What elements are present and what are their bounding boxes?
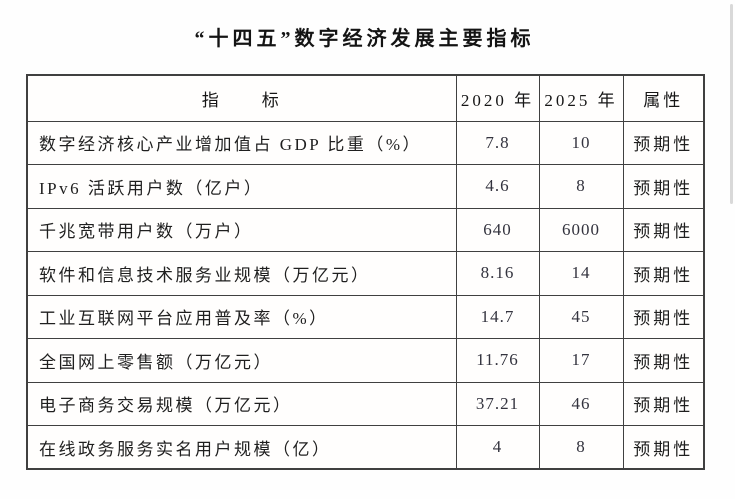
attribute-cell: 预期性: [622, 338, 705, 383]
header-2025: 2025 年: [538, 74, 624, 122]
header-2020: 2020 年: [455, 74, 540, 122]
value-2025-cell: 17: [538, 338, 624, 383]
indicators-table: 指 标 2020 年 2025 年 属性 数字经济核心产业增加值占 GDP 比重…: [26, 74, 705, 470]
value-2020-cell: 14.7: [455, 294, 540, 339]
value-2025-cell: 8: [538, 425, 624, 470]
attribute-cell: 预期性: [622, 207, 705, 252]
value-2020-cell: 37.21: [455, 381, 540, 426]
indicator-cell: 电子商务交易规模（万亿元）: [26, 381, 457, 426]
page-title: “十四五”数字经济发展主要指标: [194, 28, 535, 50]
attribute-cell: 预期性: [622, 164, 705, 209]
indicator-cell: 工业互联网平台应用普及率（%）: [26, 294, 457, 339]
indicator-cell: 千兆宽带用户数（万户）: [26, 207, 457, 252]
value-2020-cell: 640: [455, 207, 540, 252]
value-2020-cell: 11.76: [455, 338, 540, 383]
header-attribute: 属性: [622, 74, 705, 122]
table-row: 全国网上零售额（万亿元） 11.76 17 预期性: [26, 338, 705, 383]
value-2025-cell: 45: [538, 294, 624, 339]
value-2025-cell: 14: [538, 251, 624, 296]
indicator-cell: 软件和信息技术服务业规模（万亿元）: [26, 251, 457, 296]
value-2020-cell: 4: [455, 425, 540, 470]
value-2025-cell: 6000: [538, 207, 624, 252]
indicator-cell: IPv6 活跃用户数（亿户）: [26, 164, 457, 209]
value-2025-cell: 10: [538, 120, 624, 165]
attribute-cell: 预期性: [622, 381, 705, 426]
indicator-cell: 数字经济核心产业增加值占 GDP 比重（%）: [26, 120, 457, 165]
table-header-row: 指 标 2020 年 2025 年 属性: [26, 74, 705, 122]
value-2025-cell: 8: [538, 164, 624, 209]
table-row: 千兆宽带用户数（万户） 640 6000 预期性: [26, 207, 705, 252]
attribute-cell: 预期性: [622, 425, 705, 470]
table-row: 电子商务交易规模（万亿元） 37.21 46 预期性: [26, 381, 705, 426]
attribute-cell: 预期性: [622, 120, 705, 165]
table-row: 工业互联网平台应用普及率（%） 14.7 45 预期性: [26, 294, 705, 339]
value-2020-cell: 7.8: [455, 120, 540, 165]
header-indicator: 指 标: [26, 74, 457, 122]
table-row: IPv6 活跃用户数（亿户） 4.6 8 预期性: [26, 164, 705, 209]
attribute-cell: 预期性: [622, 251, 705, 296]
table-row: 数字经济核心产业增加值占 GDP 比重（%） 7.8 10 预期性: [26, 120, 705, 165]
table-row: 软件和信息技术服务业规模（万亿元） 8.16 14 预期性: [26, 251, 705, 296]
value-2025-cell: 46: [538, 381, 624, 426]
scrollbar-thumb[interactable]: [730, 4, 733, 204]
attribute-cell: 预期性: [622, 294, 705, 339]
value-2020-cell: 8.16: [455, 251, 540, 296]
value-2020-cell: 4.6: [455, 164, 540, 209]
table-row: 在线政务服务实名用户规模（亿） 4 8 预期性: [26, 425, 705, 470]
indicator-cell: 在线政务服务实名用户规模（亿）: [26, 425, 457, 470]
indicator-cell: 全国网上零售额（万亿元）: [26, 338, 457, 383]
